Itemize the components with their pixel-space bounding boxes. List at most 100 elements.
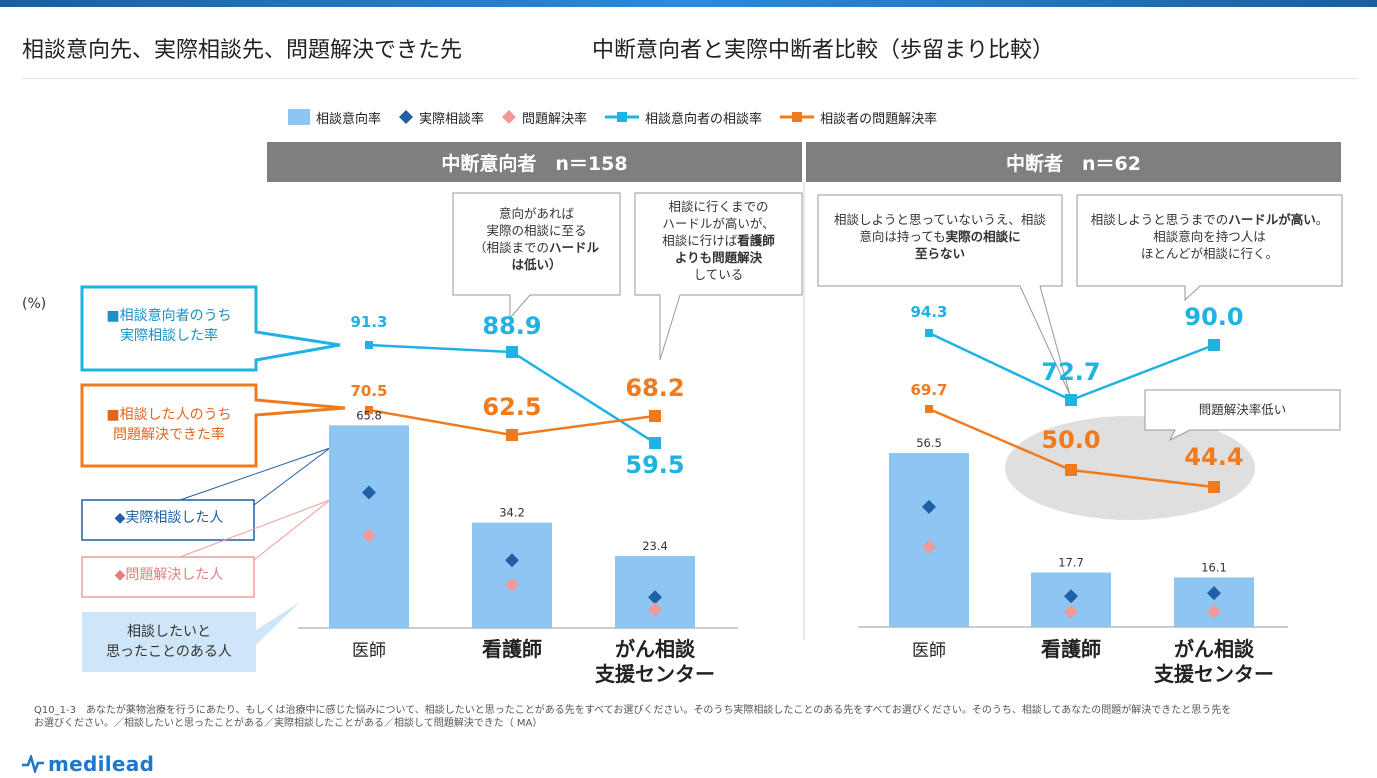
blue-series-value-label: 91.3 xyxy=(350,313,387,331)
orange-series-marker xyxy=(649,410,661,422)
blue-series-marker xyxy=(925,329,933,337)
orange-series-value-label: 69.7 xyxy=(910,381,947,399)
callout-line: 相談に行くまでの xyxy=(668,199,769,214)
callout-no-consult-text: 相談しようと思っていないうえ、相談 意向は持っても実際の相談に 至らない xyxy=(820,211,1060,262)
logo-text: medilead xyxy=(48,752,155,776)
orange-series-value-label: 44.4 xyxy=(1184,443,1243,471)
top-accent-bar xyxy=(0,0,1377,7)
side-label-line: 思ったことのある人 xyxy=(106,644,232,660)
legend-item-line-orange: 相談者の問題解決率 xyxy=(780,108,937,127)
callout-line: 意向があれば xyxy=(498,206,574,221)
actual-consult-diamond xyxy=(1207,586,1221,601)
actual-consult-diamond xyxy=(362,485,376,500)
blue-series-value-label: 88.9 xyxy=(482,312,541,340)
callout-low-solve-bubble xyxy=(1144,389,1341,442)
side-label-light: 相談したいと 思ったことのある人 xyxy=(84,622,254,662)
page-title: 相談意向先、実際相談先、問題解決できた先 xyxy=(22,38,463,63)
orange-series-value-label: 50.0 xyxy=(1041,426,1100,454)
callout-line: （相談までのハードル xyxy=(455,239,618,256)
legend-item-line-blue: 相談意向者の相談率 xyxy=(605,108,762,127)
problem-solved-diamond xyxy=(505,577,519,592)
category-label: 支援センター xyxy=(1154,662,1274,686)
callout-no-consult-bubble xyxy=(817,194,1071,396)
legend-bar-swatch xyxy=(288,109,310,125)
diamond-icon xyxy=(399,110,414,124)
callout-line: ハードルが高いが、 xyxy=(662,216,775,231)
bar xyxy=(472,522,552,628)
blue-series-value-label: 90.0 xyxy=(1184,303,1243,331)
blue-series-marker xyxy=(1208,339,1220,351)
callout-bold: ハードル xyxy=(549,240,600,255)
orange-series-marker xyxy=(1065,464,1077,476)
callout-line: 相談に行けば看護師 xyxy=(637,232,800,249)
bar-value-label: 34.2 xyxy=(499,506,525,520)
brand-logo: medilead xyxy=(22,752,154,776)
callout-hurdle-high-text: 相談に行くまでの ハードルが高いが、 相談に行けば看護師 よりも問題解決 してい… xyxy=(637,198,800,283)
callout-bold: 看護師 xyxy=(737,233,775,248)
bar-value-label: 16.1 xyxy=(1201,560,1227,574)
footnote-line: お選びください。／相談したいと思ったことがある／実際相談したことがある／相談して… xyxy=(34,718,543,729)
problem-solved-diamond xyxy=(1064,604,1078,619)
side-label-line: ■相談した人のうち xyxy=(106,407,232,423)
legend-label: 実際相談率 xyxy=(419,111,485,127)
bar-value-label: 23.4 xyxy=(642,539,668,553)
side-label-orange: ■相談した人のうち 問題解決できた率 xyxy=(84,405,254,445)
title-divider xyxy=(22,78,1358,79)
chart-legend: 相談意向率 実際相談率 問題解決率 相談意向者の相談率 相談者の問題解決率 xyxy=(288,106,955,128)
orange-series-value-label: 62.5 xyxy=(482,393,541,421)
diamond-icon xyxy=(502,110,517,124)
actual-consult-diamond xyxy=(1064,589,1078,604)
legend-label: 相談者の問題解決率 xyxy=(820,111,938,127)
callout-bold: ハードルが高い xyxy=(1228,212,1316,227)
callout-line: ほとんどが相談に行く。 xyxy=(1140,246,1279,261)
blue-series-value-label: 94.3 xyxy=(910,303,947,321)
callouts-layer xyxy=(80,182,1343,672)
side-box-orange-frame xyxy=(80,383,346,468)
category-label: 支援センター xyxy=(595,662,715,686)
callout-hurdle-high-bubble xyxy=(634,192,803,361)
callout-line: 相談意向を持つ人は xyxy=(1153,229,1266,244)
callout-line-text: 。 xyxy=(1315,212,1329,227)
category-label: 看護師 xyxy=(1041,637,1101,661)
callout-line: 実際の相談に至る xyxy=(486,223,587,238)
actual-consult-diamond xyxy=(505,553,519,568)
callout-line-text: 意向は持っても xyxy=(859,229,946,244)
unit-label: (%) xyxy=(22,296,47,312)
footnote-line: Q10_1-3 あなたが薬物治療を行うにあたり、もしくは治療中に感じた悩みについ… xyxy=(34,705,1232,716)
panel-title: 中断意向者 n＝158 xyxy=(441,152,628,175)
orange-series-marker xyxy=(506,429,518,441)
blue-series-value-label: 72.7 xyxy=(1041,358,1100,386)
bars-layer xyxy=(298,425,1288,629)
legend-item-bar: 相談意向率 xyxy=(288,108,381,127)
panel-header-left: 中断意向者 n＝158 xyxy=(267,142,802,182)
callout-high-hurdle-bubble xyxy=(1076,194,1343,302)
blue-series-marker xyxy=(1065,394,1077,406)
callout-high-hurdle-text: 相談しようと思うまでのハードルが高い。 相談意向を持つ人は ほとんどが相談に行く… xyxy=(1079,211,1340,262)
category-label: 医師 xyxy=(912,641,946,661)
orange-series-marker xyxy=(365,406,373,414)
callout-line: 相談しようと思うまでのハードルが高い。 xyxy=(1079,211,1340,228)
blue-series-marker xyxy=(506,346,518,358)
callout-hurdle-low-text: 意向があれば 実際の相談に至る （相談までのハードル は低い） xyxy=(455,205,618,273)
line-marker-icon xyxy=(605,112,640,122)
side-label-blue: ■相談意向者のうち 実際相談した率 xyxy=(84,306,254,346)
page-subtitle: 中断意向者と実際中断者比較（歩留まり比較） xyxy=(592,38,1055,63)
callout-line: 至らない xyxy=(914,246,965,261)
blue-series-value-label: 59.5 xyxy=(625,451,684,479)
legend-label: 問題解決率 xyxy=(522,111,588,127)
actual-consult-diamond xyxy=(648,590,662,605)
footnote: Q10_1-3 あなたが薬物治療を行うにあたり、もしくは治療中に感じた悩みについ… xyxy=(34,704,1354,730)
callout-low-solve-text: 問題解決率低い xyxy=(1198,402,1287,417)
bar xyxy=(329,425,409,628)
legend-label: 相談意向率 xyxy=(316,111,382,127)
bar xyxy=(1174,577,1254,627)
pointer-line xyxy=(179,499,331,558)
problem-solved-diamond xyxy=(362,528,376,543)
pointer-line xyxy=(253,447,331,506)
callout-bold: 実際の相談に xyxy=(945,229,1021,244)
actual-consult-diamond xyxy=(922,499,936,514)
callout-line: 相談しようと思っていないうえ、相談 xyxy=(834,212,1046,227)
medilead-pulse-icon xyxy=(22,755,44,773)
side-box-light-frame xyxy=(82,602,300,672)
line-marker-icon xyxy=(780,112,815,122)
